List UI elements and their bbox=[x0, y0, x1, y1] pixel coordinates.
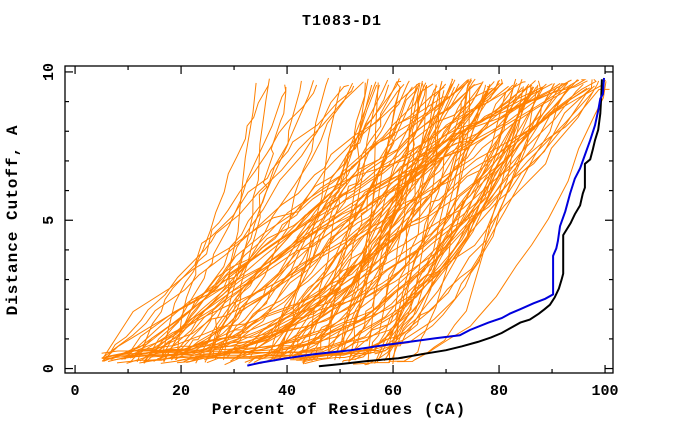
ensemble-curve bbox=[144, 82, 561, 363]
ensemble-curve bbox=[248, 84, 380, 364]
ensemble-curve bbox=[177, 82, 257, 353]
ensemble-curve bbox=[159, 84, 349, 361]
ensemble-curve bbox=[124, 82, 483, 360]
ensemble-curve bbox=[124, 85, 595, 358]
ensemble-curve bbox=[354, 84, 532, 361]
ensemble-curve bbox=[172, 80, 499, 358]
ensemble-curve bbox=[230, 86, 533, 362]
x-tick-label: 20 bbox=[172, 383, 190, 400]
ensemble-curve bbox=[269, 79, 587, 362]
ensemble-curve bbox=[299, 83, 555, 360]
x-tick-label: 0 bbox=[71, 383, 80, 400]
ensemble-curve bbox=[102, 79, 580, 360]
ensemble-curve bbox=[288, 81, 484, 359]
ensemble-curve bbox=[139, 84, 287, 362]
ensemble-curve bbox=[106, 81, 364, 359]
x-axis-label: Percent of Residues (CA) bbox=[212, 401, 466, 419]
ensemble-curve bbox=[195, 85, 509, 364]
y-tick-label: 0 bbox=[41, 364, 58, 373]
y-axis-label: Distance Cutoff, A bbox=[4, 125, 22, 316]
ensemble-curve bbox=[161, 84, 318, 356]
y-tick-label: 10 bbox=[41, 63, 58, 81]
plot-frame bbox=[64, 65, 614, 374]
ensemble-curve bbox=[176, 87, 544, 364]
ensemble-curve bbox=[170, 83, 434, 361]
ensemble-curve bbox=[163, 85, 465, 363]
blue-model-curve bbox=[247, 77, 605, 367]
ensemble-curve bbox=[139, 79, 456, 364]
chart-title: T1083-D1 bbox=[302, 13, 382, 30]
ensemble-curve bbox=[110, 83, 405, 360]
ensemble-curve bbox=[243, 81, 495, 354]
ensemble-curve bbox=[175, 85, 269, 360]
x-tick-label: 60 bbox=[384, 383, 402, 400]
ensemble-curve bbox=[144, 83, 566, 362]
ensemble-curve bbox=[153, 82, 354, 362]
ensemble-curve bbox=[349, 84, 427, 361]
ensemble-curve bbox=[174, 80, 302, 361]
ensemble-curve bbox=[327, 82, 421, 358]
ensemble-curve bbox=[348, 86, 427, 364]
black-model-curve bbox=[318, 79, 603, 368]
y-tick-label: 5 bbox=[41, 216, 58, 225]
ensemble-curve bbox=[208, 87, 493, 357]
ensemble-curve bbox=[214, 79, 572, 360]
ensemble-curve bbox=[302, 87, 401, 365]
ensemble-curve bbox=[262, 88, 610, 360]
ensemble-curve bbox=[297, 78, 470, 357]
ensemble-curve bbox=[296, 79, 593, 361]
x-tick-label: 80 bbox=[490, 383, 508, 400]
ensemble-curve bbox=[352, 86, 524, 365]
ensemble-curve bbox=[388, 90, 445, 364]
ensemble-curve bbox=[160, 86, 533, 364]
x-tick-label: 100 bbox=[592, 383, 619, 400]
ensemble-curve bbox=[397, 81, 607, 363]
ensemble-curve bbox=[348, 86, 569, 362]
plot-layer: 0 20 40 60 80 100 0 5 10 bbox=[41, 63, 619, 400]
ensemble-curve bbox=[116, 83, 453, 364]
ensemble-curve bbox=[223, 86, 287, 361]
ensemble-curve bbox=[270, 80, 410, 354]
ensemble-curve bbox=[224, 79, 503, 366]
x-tick-label: 40 bbox=[278, 383, 296, 400]
curves-group bbox=[101, 77, 610, 368]
ensemble-curve bbox=[219, 84, 390, 354]
ensemble-curve bbox=[190, 87, 511, 359]
